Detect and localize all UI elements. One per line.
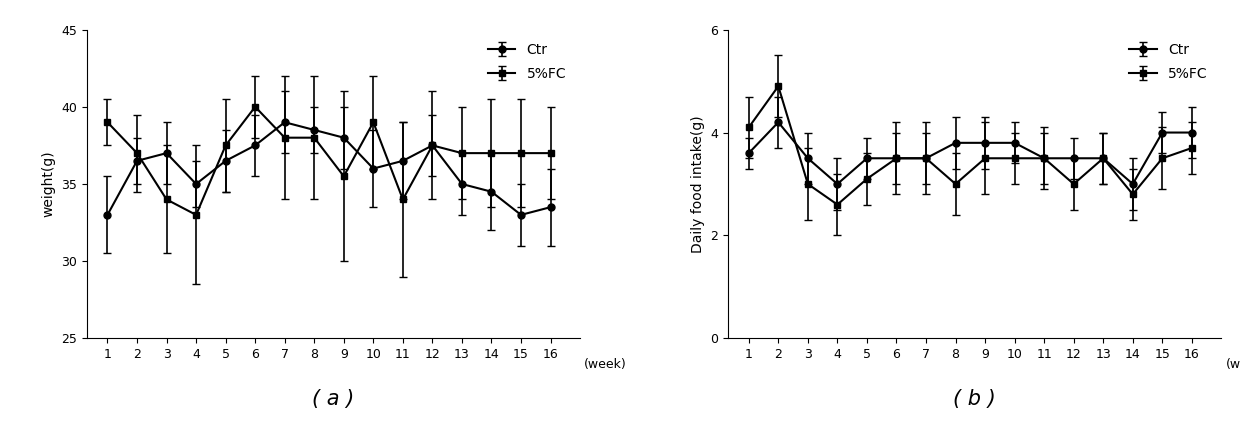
Legend: Ctr, 5%FC: Ctr, 5%FC bbox=[481, 36, 573, 88]
Text: ( b ): ( b ) bbox=[954, 389, 996, 409]
Text: (week): (week) bbox=[1225, 358, 1240, 371]
Y-axis label: weight(g): weight(g) bbox=[42, 151, 56, 217]
Text: ( a ): ( a ) bbox=[312, 389, 355, 409]
Legend: Ctr, 5%FC: Ctr, 5%FC bbox=[1122, 36, 1214, 88]
Y-axis label: Daily food intake(g): Daily food intake(g) bbox=[691, 115, 704, 253]
Text: (week): (week) bbox=[584, 358, 627, 371]
